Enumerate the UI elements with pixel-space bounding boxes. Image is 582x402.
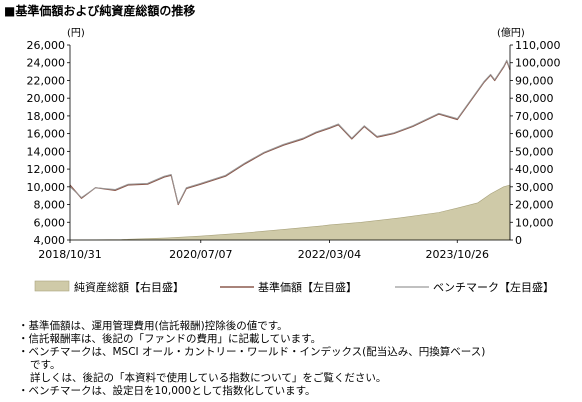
right-tick-label: 20,000 — [515, 199, 554, 212]
nav-and-net-assets-chart: (円) (億円) 4,000 6,000 8,000 10,000 12,000 14,0… — [27, 26, 561, 294]
note-line: ・基準価額は、運用管理費用(信託報酬)控除後の値です。 — [18, 320, 288, 332]
right-tick-label: 100,000 — [515, 57, 561, 70]
axis-layer: 4,000 6,000 8,000 10,000 12,000 14,000 16,000 1… — [27, 39, 561, 261]
note-line: です。 — [30, 359, 61, 371]
x-tick-label: 2023/10/26 — [426, 248, 489, 261]
right-tick-label: 50,000 — [515, 145, 554, 158]
left-tick-label: 10,000 — [27, 181, 66, 194]
right-tick-label: 70,000 — [515, 110, 554, 123]
line-layer — [69, 59, 511, 206]
left-tick-label: 4,000 — [34, 234, 66, 247]
note-line: ・ベンチマークは、MSCI オール・カントリー・ワールド・インデックス(配当込み… — [18, 346, 486, 358]
left-tick-label: 20,000 — [27, 92, 66, 105]
right-axis-unit: (億円) — [497, 26, 525, 39]
left-tick-label: 14,000 — [27, 145, 66, 158]
right-tick-label: 10,000 — [515, 216, 554, 229]
left-tick-label: 16,000 — [27, 128, 66, 141]
right-tick-label: 60,000 — [515, 128, 554, 141]
chart-title: ■基準価額および純資産総額の推移 — [4, 4, 196, 18]
right-tick-label: 80,000 — [515, 92, 554, 105]
legend-swatch-net-assets — [34, 280, 70, 292]
left-tick-label: 26,000 — [27, 39, 66, 52]
legend-label-net-assets: 純資産総額【右目盛】 — [74, 280, 184, 294]
notes: ・基準価額は、運用管理費用(信託報酬)控除後の値です。 ・信託報酬率は、後記の「… — [18, 320, 578, 398]
legend-label-benchmark: ベンチマーク【左目盛】 — [433, 280, 554, 294]
left-tick-label: 8,000 — [34, 199, 66, 212]
right-tick-label: 110,000 — [515, 39, 561, 52]
x-tick-label: 2022/03/04 — [298, 248, 361, 261]
right-tick-label: 0 — [515, 234, 522, 247]
note-line: 詳しくは、後記の「本資料で使用している指数について」をご覧ください。 — [30, 372, 387, 384]
left-axis-unit: (円) — [67, 28, 85, 39]
legend: 純資産総額【右目盛】 基準価額【左目盛】 ベンチマーク【左目盛】 — [34, 280, 554, 294]
left-tick-label: 24,000 — [27, 57, 66, 70]
nav-line — [69, 60, 511, 206]
right-tick-label: 40,000 — [515, 163, 554, 176]
left-tick-label: 6,000 — [34, 216, 66, 229]
legend-label-nav: 基準価額【左目盛】 — [258, 280, 357, 294]
left-tick-label: 18,000 — [27, 110, 66, 123]
area-layer — [69, 184, 511, 241]
note-line: ・ベンチマークは、設定日を10,000として指数化しています。 — [18, 385, 316, 397]
net-assets-area — [69, 184, 511, 241]
x-tick-label: 2020/07/07 — [169, 248, 232, 261]
benchmark-line — [69, 59, 511, 205]
note-line: ・信託報酬率は、後記の「ファンドの費用」に記載しています。 — [18, 333, 322, 345]
left-tick-label: 12,000 — [27, 163, 66, 176]
x-tick-label: 2018/10/31 — [38, 248, 101, 261]
right-tick-label: 90,000 — [515, 74, 554, 87]
left-tick-label: 22,000 — [27, 74, 66, 87]
right-tick-label: 30,000 — [515, 181, 554, 194]
